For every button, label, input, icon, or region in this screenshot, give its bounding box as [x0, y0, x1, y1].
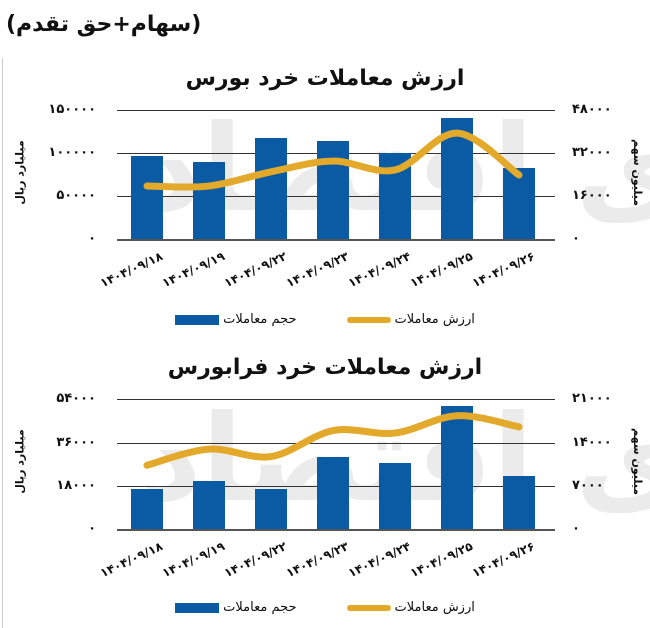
- left-tick: ۵۰۰۰۰: [56, 188, 96, 203]
- bar-swatch-icon: [175, 314, 220, 325]
- baseline: [117, 239, 555, 241]
- left-border: [2, 58, 3, 628]
- left-tick: ۱۸۰۰۰: [56, 478, 96, 493]
- bar: [193, 480, 225, 529]
- left-tick: ۰: [88, 521, 96, 536]
- left-tick: ۱۰۰۰۰۰: [48, 145, 96, 160]
- bar: [379, 462, 411, 529]
- left-tick: ۱۵۰۰۰۰: [48, 102, 96, 117]
- right-tick: ۳۲۰۰۰: [572, 145, 612, 160]
- line-swatch-icon: [346, 316, 391, 323]
- right-tick: ۷۰۰۰: [572, 478, 604, 493]
- right-tick: ۰: [572, 231, 580, 246]
- legend-label: ارزش معاملات: [394, 600, 475, 615]
- bar-swatch-icon: [175, 602, 220, 613]
- legend-item-value: ارزش معاملات: [346, 312, 475, 327]
- legend-label: حجم معاملات: [223, 600, 297, 615]
- legend-label: ارزش معاملات: [394, 312, 475, 327]
- gridline: [117, 399, 555, 400]
- bar: [255, 488, 287, 529]
- right-tick: ۱۴۰۰۰: [572, 435, 612, 450]
- bar: [131, 488, 163, 529]
- right-axis-title: میلیون سهم: [631, 427, 645, 496]
- chart-title: ارزش معاملات خرد فرابورس: [167, 355, 483, 380]
- left-tick: ۰: [88, 231, 96, 246]
- legend-item-value: ارزش معاملات: [346, 600, 475, 615]
- right-tick: ۲۱۰۰۰: [572, 391, 612, 406]
- right-tick: ۱۶۰۰۰: [572, 188, 612, 203]
- gridline: [117, 110, 555, 111]
- bar: [503, 475, 535, 529]
- legend: ارزش معاملات حجم معاملات: [0, 600, 650, 615]
- bar: [441, 406, 473, 529]
- right-tick: ۴۸۰۰۰: [572, 102, 612, 117]
- legend-item-volume: حجم معاملات: [175, 600, 297, 615]
- left-axis-title: میلیارد ریال: [13, 429, 27, 494]
- page-title: (سهام+حق تقدم): [6, 12, 202, 37]
- right-tick: ۰: [572, 521, 580, 536]
- chart-title: ارزش معاملات خرد بورس: [185, 66, 465, 91]
- legend-label: حجم معاملات: [223, 312, 297, 327]
- line-swatch-icon: [346, 604, 391, 611]
- baseline: [117, 529, 555, 531]
- bar: [317, 456, 349, 529]
- legend-item-volume: حجم معاملات: [175, 312, 297, 327]
- chart-bourse: دنیای اقتصاد ارزش معاملات خرد بورس ۱۵۰۰۰…: [0, 66, 650, 327]
- left-tick: ۵۴۰۰۰: [56, 391, 96, 406]
- legend: ارزش معاملات حجم معاملات: [0, 312, 650, 327]
- left-tick: ۳۶۰۰۰: [56, 435, 96, 450]
- gridline: [117, 443, 555, 444]
